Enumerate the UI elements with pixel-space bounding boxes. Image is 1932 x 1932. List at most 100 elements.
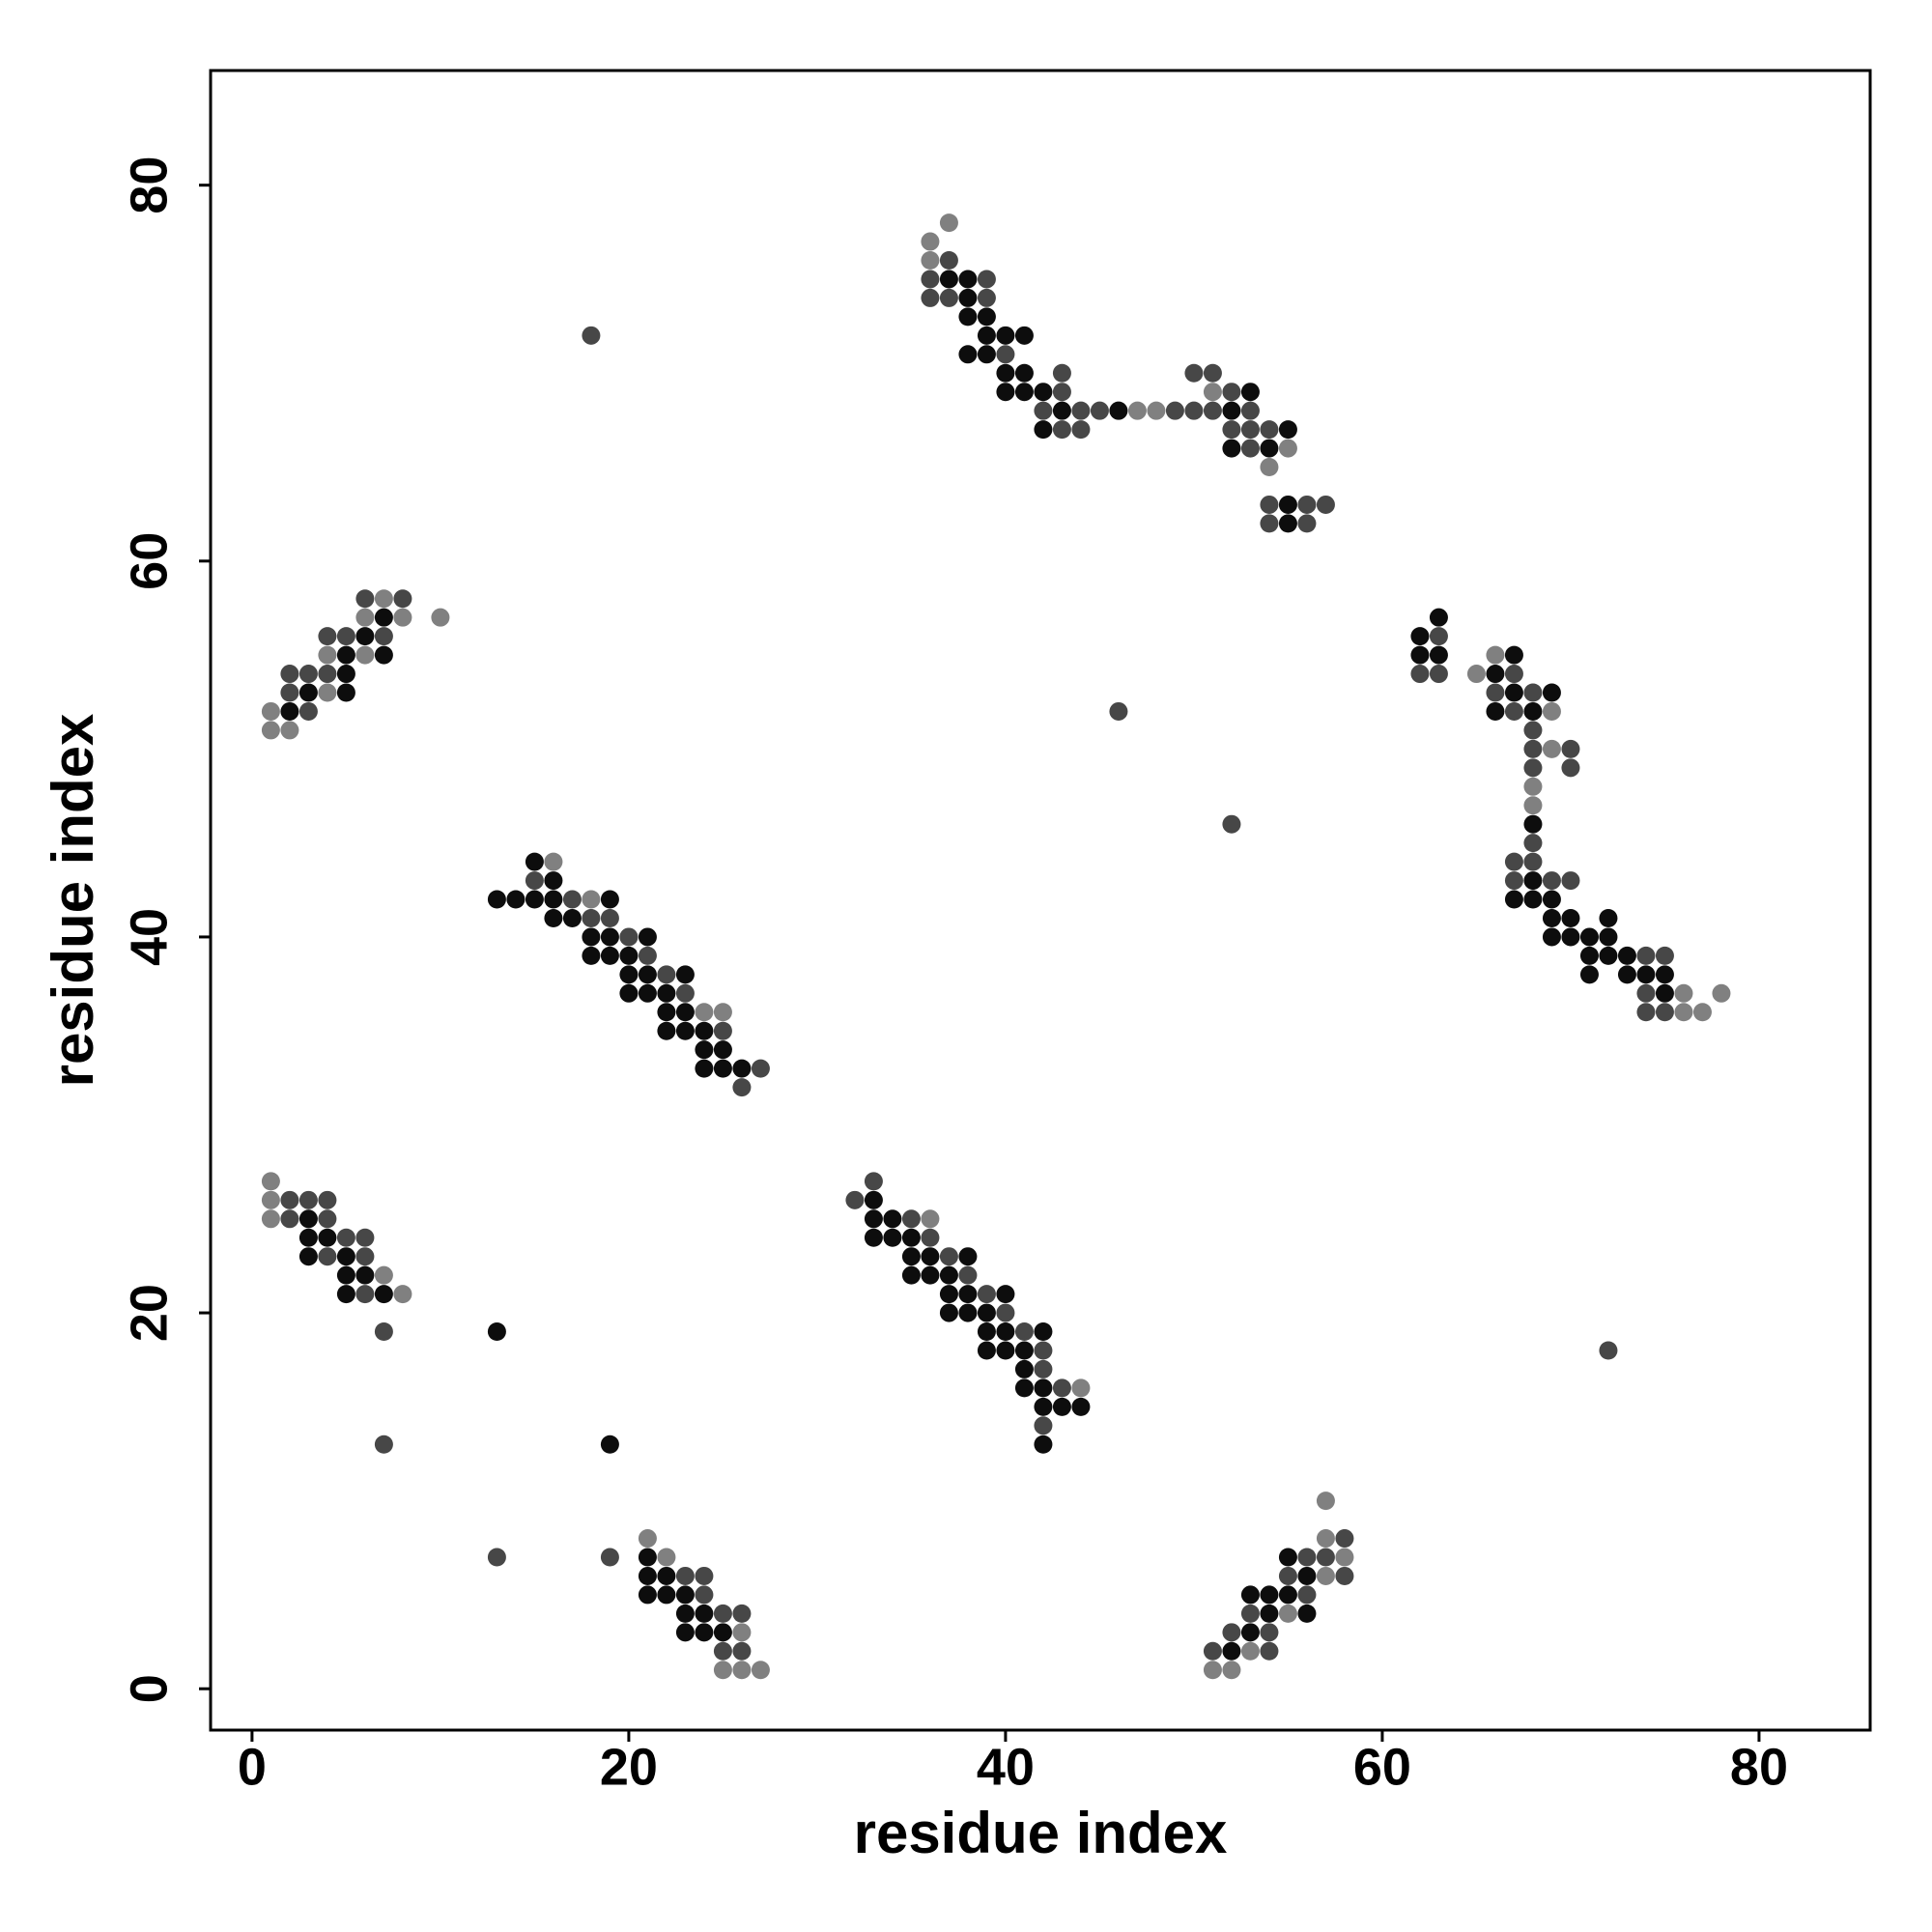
point [695, 1040, 714, 1060]
point [1579, 946, 1599, 965]
point [1486, 645, 1505, 665]
point [336, 683, 355, 702]
point [1297, 1566, 1317, 1585]
point [864, 1228, 883, 1247]
point [582, 890, 601, 909]
point [1203, 383, 1222, 402]
point [1523, 739, 1543, 758]
point [1260, 514, 1279, 533]
point [1071, 1378, 1091, 1398]
point [1542, 890, 1561, 909]
point [1109, 701, 1128, 721]
point [1260, 1641, 1279, 1661]
point [1278, 514, 1297, 533]
point [487, 890, 506, 909]
point [1278, 495, 1297, 514]
point [638, 983, 657, 1003]
point [1203, 1661, 1222, 1680]
point [1278, 1604, 1297, 1623]
point [713, 1604, 732, 1623]
point [336, 627, 355, 646]
point [336, 1228, 355, 1247]
point [336, 1265, 355, 1285]
point [977, 345, 996, 364]
point [1240, 383, 1260, 402]
point [1636, 1003, 1656, 1022]
point [939, 1265, 958, 1285]
point [355, 1285, 375, 1304]
point [1486, 683, 1505, 702]
point [996, 1341, 1015, 1360]
x-axis-title: residue index [854, 1801, 1228, 1865]
point [713, 1040, 732, 1060]
point [582, 946, 601, 965]
point [261, 1190, 280, 1209]
point [1486, 701, 1505, 721]
point [1034, 1378, 1053, 1398]
point [1240, 1585, 1260, 1605]
point [977, 1303, 996, 1322]
point [1014, 1359, 1034, 1378]
point [355, 589, 375, 609]
point [1316, 1548, 1335, 1567]
point [921, 1265, 940, 1285]
point [977, 1341, 996, 1360]
point [1542, 701, 1561, 721]
point [1410, 665, 1430, 684]
point [996, 326, 1015, 345]
point [600, 927, 619, 947]
point [939, 270, 958, 289]
point [1014, 363, 1034, 383]
y-tick-label: 80 [120, 156, 178, 214]
point [713, 1021, 732, 1040]
point [1052, 1378, 1071, 1398]
point [336, 665, 355, 684]
point [1542, 908, 1561, 927]
point [1599, 927, 1618, 947]
point [318, 1209, 337, 1229]
point [695, 1585, 714, 1605]
point [1504, 701, 1523, 721]
point [1599, 908, 1618, 927]
point [996, 345, 1015, 364]
point [374, 589, 393, 609]
point [1655, 946, 1674, 965]
point [1260, 420, 1279, 440]
point [695, 1566, 714, 1585]
point [393, 589, 412, 609]
point [958, 1285, 978, 1304]
point [1523, 683, 1543, 702]
point [921, 1228, 940, 1247]
point [1297, 1548, 1317, 1567]
point [1052, 401, 1071, 420]
point [1052, 1397, 1071, 1416]
point [713, 1059, 732, 1078]
point [1127, 401, 1147, 420]
point [1561, 927, 1580, 947]
point [657, 965, 676, 984]
point [1240, 420, 1260, 440]
point [657, 1003, 676, 1022]
point [638, 1585, 657, 1605]
point [562, 908, 582, 927]
point [1071, 420, 1091, 440]
point [1014, 1341, 1034, 1360]
point [751, 1059, 770, 1078]
point [1692, 1003, 1712, 1022]
point [1542, 871, 1561, 891]
point [318, 665, 337, 684]
point [431, 608, 450, 627]
point [1410, 645, 1430, 665]
point [1222, 401, 1241, 420]
point [732, 1641, 752, 1661]
point [864, 1190, 883, 1209]
point [318, 1228, 337, 1247]
point [1636, 983, 1656, 1003]
point [1523, 758, 1543, 778]
point [1278, 1585, 1297, 1605]
point [487, 1322, 506, 1342]
point [1278, 1566, 1297, 1585]
point [638, 946, 657, 965]
point [1034, 401, 1053, 420]
point [732, 1661, 752, 1680]
